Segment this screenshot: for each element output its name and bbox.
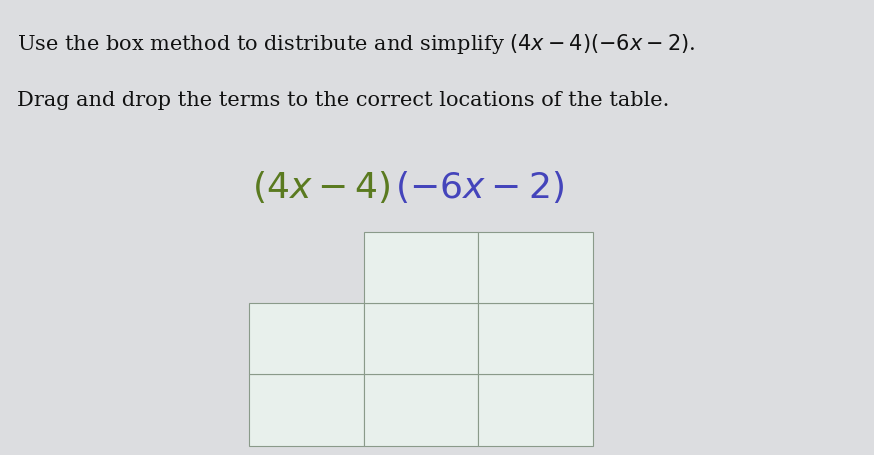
Bar <box>478 232 593 303</box>
Text: Drag and drop the terms to the correct locations of the table.: Drag and drop the terms to the correct l… <box>17 91 669 110</box>
Bar <box>249 374 364 446</box>
Bar <box>364 303 478 374</box>
Text: $(4x-4)$: $(4x-4)$ <box>253 168 391 204</box>
Bar <box>364 232 478 303</box>
Bar <box>364 374 478 446</box>
Bar <box>478 303 593 374</box>
Text: Use the box method to distribute and simplify $(4x-4)(-6x-2)$.: Use the box method to distribute and sim… <box>17 32 696 56</box>
Bar <box>478 374 593 446</box>
Text: $(-6x-2)$: $(-6x-2)$ <box>395 168 565 204</box>
Bar <box>249 303 364 374</box>
